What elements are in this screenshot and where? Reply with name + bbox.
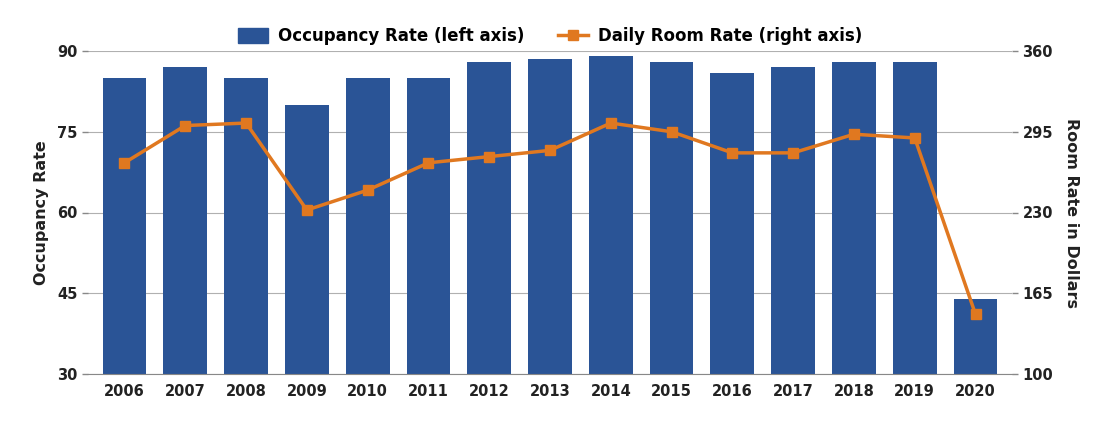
- Bar: [650, 62, 693, 374]
- Bar: [224, 78, 268, 374]
- Bar: [102, 78, 146, 374]
- Bar: [164, 67, 207, 374]
- Legend: Occupancy Rate (left axis), Daily Room Rate (right axis): Occupancy Rate (left axis), Daily Room R…: [231, 20, 869, 52]
- Bar: [285, 105, 329, 374]
- Y-axis label: Room Rate in Dollars: Room Rate in Dollars: [1065, 117, 1079, 308]
- Bar: [954, 299, 998, 374]
- Bar: [893, 62, 936, 374]
- Bar: [771, 67, 815, 374]
- Bar: [588, 57, 632, 374]
- Bar: [345, 78, 389, 374]
- Bar: [468, 62, 512, 374]
- Bar: [528, 59, 572, 374]
- Bar: [832, 62, 876, 374]
- Bar: [407, 78, 450, 374]
- Bar: [711, 73, 755, 374]
- Y-axis label: Occupancy Rate: Occupancy Rate: [34, 140, 48, 285]
